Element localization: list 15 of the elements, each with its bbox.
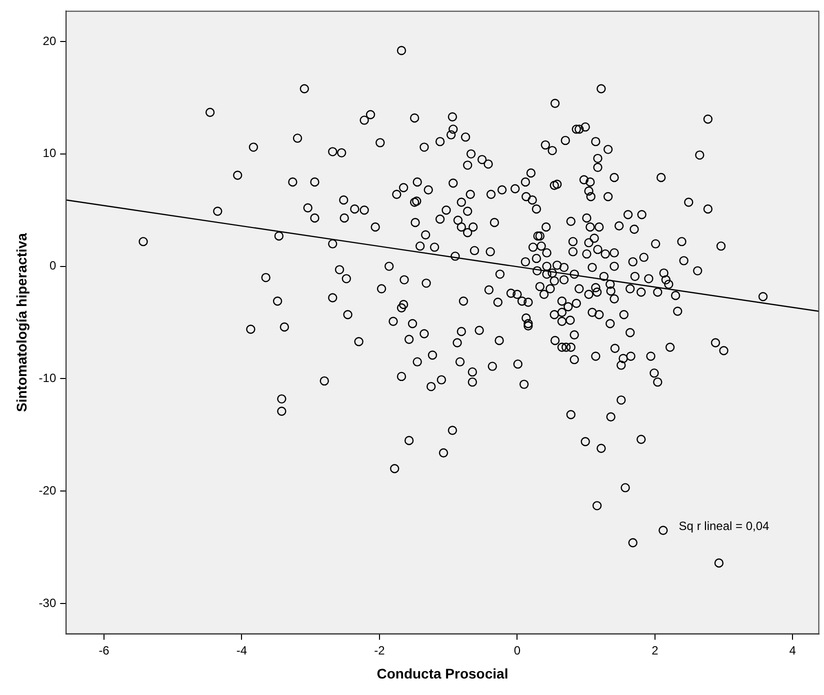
x-tick-label: 4 <box>789 643 796 658</box>
y-tick-label: 10 <box>42 146 56 160</box>
x-axis-title: Conducta Prosocial <box>376 665 508 682</box>
x-tick-label: -2 <box>374 643 386 658</box>
y-tick-label: -10 <box>38 371 56 386</box>
y-tick-label: 20 <box>42 34 56 48</box>
annotation: Sq r lineal = 0,04 <box>678 519 770 534</box>
x-tick-label: 2 <box>652 643 659 658</box>
y-axis-title: Sintomatología hiperactiva <box>13 232 30 412</box>
y-tick-label: -30 <box>38 596 56 610</box>
x-tick-label: 0 <box>514 643 521 658</box>
y-tick-label: 0 <box>49 258 56 273</box>
y-tick-label: -20 <box>38 483 56 498</box>
x-tick-label: -4 <box>236 643 248 658</box>
x-tick-label: -6 <box>98 643 110 658</box>
